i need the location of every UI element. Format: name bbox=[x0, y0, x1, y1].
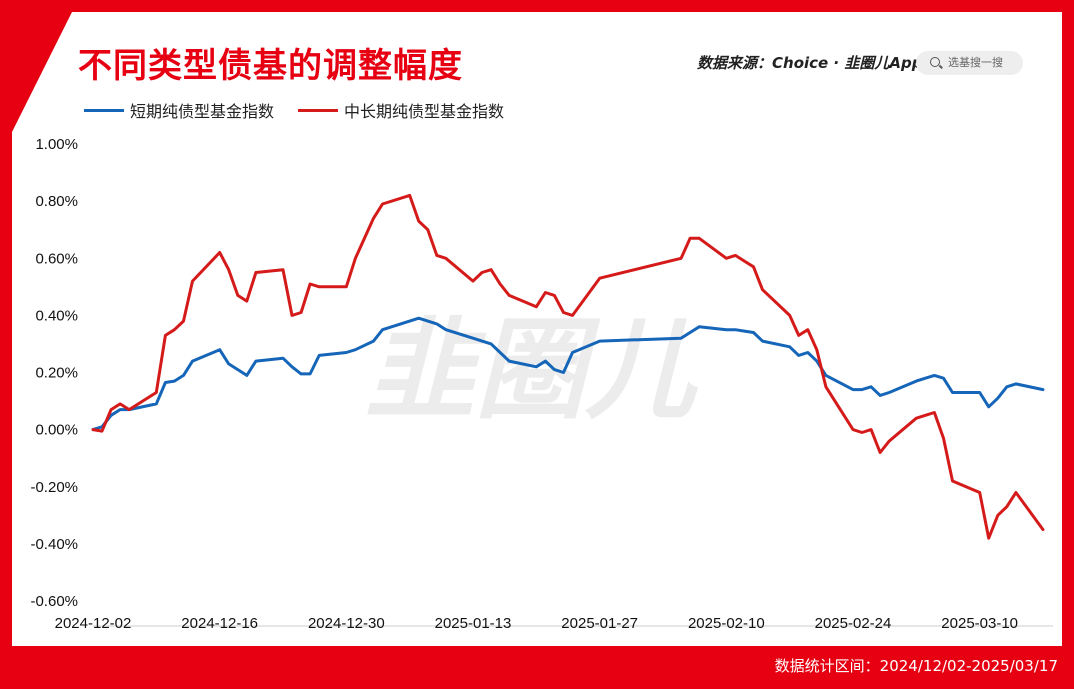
legend-swatch-short bbox=[84, 108, 124, 112]
y-tick-label: -0.60% bbox=[30, 593, 78, 610]
watermark: 韭圈儿 bbox=[365, 306, 699, 434]
date-range-footer: 数据统计区间：2024/12/02-2025/03/17 bbox=[774, 657, 1058, 675]
chart-card bbox=[12, 12, 1062, 646]
search-box[interactable]: 选基搜一搜 bbox=[916, 51, 1023, 75]
x-tick-label: 2024-12-16 bbox=[181, 615, 258, 632]
series-line-short bbox=[91, 316, 1045, 432]
y-tick-label: 1.00% bbox=[35, 136, 78, 153]
y-tick-label: -0.20% bbox=[30, 479, 78, 496]
x-tick-label: 2025-03-10 bbox=[941, 615, 1018, 632]
series-line-long bbox=[91, 193, 1045, 540]
y-tick-label: 0.00% bbox=[35, 422, 78, 439]
x-tick-label: 2024-12-02 bbox=[55, 615, 132, 632]
page-title: 不同类型债基的调整幅度 bbox=[78, 46, 463, 86]
chart-axis: 1.00% 0.80% 0.60% 0.40% 0.20% 0.00% -0.20% -0.4… bbox=[30, 136, 1053, 632]
data-source-label: 数据来源：Choice · 韭圈儿App bbox=[697, 54, 923, 72]
y-tick-label: 0.40% bbox=[35, 307, 78, 324]
search-icon bbox=[930, 57, 940, 67]
legend-swatch-long bbox=[298, 108, 339, 112]
x-tick-label: 2025-02-24 bbox=[815, 615, 892, 632]
legend-label-short: 短期纯债型基金指数 bbox=[130, 102, 275, 121]
legend-label-long: 中长期纯债型基金指数 bbox=[344, 102, 505, 121]
legend-item-short: 短期纯债型基金指数 bbox=[84, 98, 274, 122]
y-tick-label: 0.60% bbox=[35, 250, 78, 267]
x-tick-label: 2025-02-10 bbox=[688, 615, 765, 632]
x-tick-label: 2025-01-27 bbox=[561, 615, 638, 632]
corner-accent bbox=[12, 12, 72, 132]
x-tick-label: 2025-01-13 bbox=[435, 615, 512, 632]
watermark-text: 韭圈儿 bbox=[365, 306, 699, 434]
chart-lines bbox=[91, 193, 1045, 540]
x-tick-label: 2024-12-30 bbox=[308, 615, 385, 632]
legend-item-long: 中长期纯债型基金指数 bbox=[298, 98, 504, 122]
y-tick-label: 0.20% bbox=[35, 365, 78, 382]
y-tick-label: -0.40% bbox=[30, 536, 78, 553]
search-placeholder: 选基搜一搜 bbox=[948, 56, 1003, 69]
y-tick-label: 0.80% bbox=[35, 193, 78, 210]
chart-legend: 短期纯债型基金指数 中长期纯债型基金指数 bbox=[84, 98, 528, 122]
